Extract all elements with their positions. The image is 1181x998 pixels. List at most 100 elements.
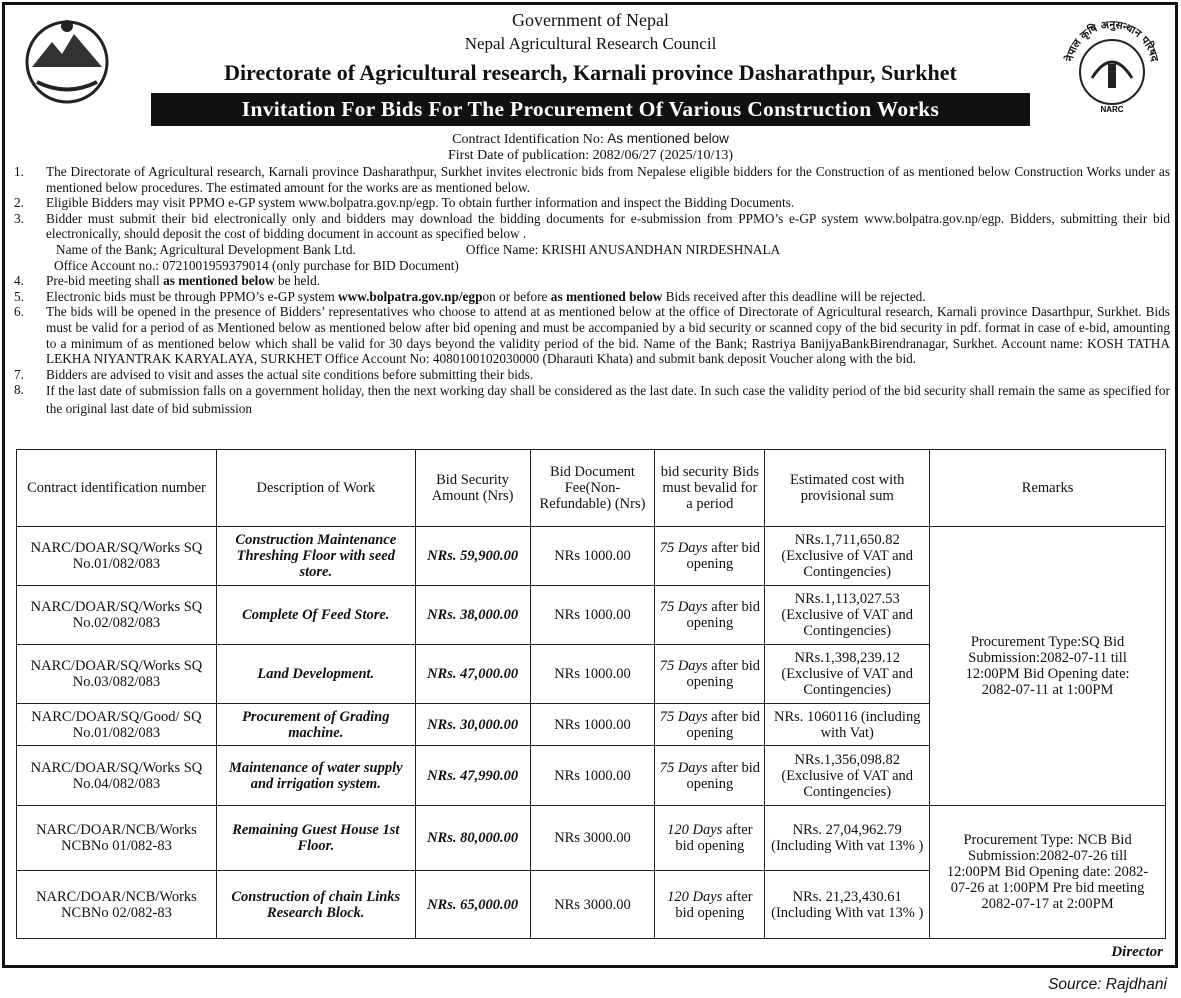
clause-number: 8.: [14, 382, 24, 398]
validity-period: 75 Days after bid opening: [654, 745, 766, 806]
contract-id: NARC/DOAR/NCB/Works NCBNo 01/082-83: [16, 805, 217, 871]
remarks-ncb: Procurement Type: NCB Bid Submission:208…: [929, 805, 1166, 939]
clause-text: If the last date of submission falls on …: [46, 383, 1170, 417]
bid-security: NRs. 47,990.00: [414, 745, 531, 806]
validity-suffix: after bid opening: [686, 759, 760, 792]
narc-logo: नेपाल कृषि अनुसन्धान परिषद NARC: [1062, 19, 1160, 114]
estimated-cost: NRs. 1060116 (including with Vat): [764, 703, 931, 746]
validity-period: 75 Days after bid opening: [654, 585, 766, 645]
work-description: Construction of chain Links Research Blo…: [215, 870, 416, 939]
validity-period: 75 Days after bid opening: [654, 703, 766, 746]
validity-days: 75 Days: [659, 658, 708, 674]
council-title: Nepal Agricultural Research Council: [464, 34, 717, 53]
text: be held.: [274, 273, 321, 289]
notice-frame: [2, 2, 1178, 968]
validity-days: 120 Days: [667, 822, 723, 838]
clause-number: 2.: [14, 195, 24, 211]
table-body: NARC/DOAR/SQ/Works SQ No.01/082/083 Const…: [16, 526, 1166, 939]
validity-suffix: after bid opening: [686, 599, 760, 631]
header-validity: bid security Bids must bevalid for a per…: [654, 449, 766, 527]
bid-security: NRs. 59,900.00: [414, 526, 531, 586]
validity-days: 75 Days: [659, 708, 708, 725]
source-credit: Source: Rajdhani: [1048, 976, 1167, 993]
table-header-row: Contract identification number Descripti…: [16, 449, 1166, 527]
document-fee: NRs 1000.00: [529, 644, 656, 704]
notice-banner: Invitation For Bids For The Procurement …: [151, 93, 1030, 126]
clause-1: 1. The Directorate of Agricultural resear…: [14, 164, 1170, 195]
estimated-cost: NRs.1,356,098.82 (Exclusive of VAT and C…: [764, 745, 931, 806]
bid-security: NRs. 38,000.00: [414, 585, 531, 645]
work-description: Land Development.: [215, 644, 416, 704]
bank-details: Name of the Bank; Agricultural Developme…: [14, 242, 1170, 258]
validity-period: 120 Days after bid opening: [654, 870, 766, 939]
clause-number: 7.: [14, 366, 24, 382]
header-document-fee: Bid Document Fee(Non-Refundable) (Nrs): [529, 449, 656, 527]
contract-id: NARC/DOAR/SQ/Works SQ No.04/082/083: [16, 745, 217, 806]
clause-5: 5. Electronic bids must be through PPMO’s…: [14, 289, 1170, 305]
estimated-cost: NRs.1,711,650.82 (Exclusive of VAT and C…: [764, 526, 931, 586]
nepal-emblem-logo: [25, 20, 109, 104]
table-row: NARC/DOAR/NCB/Works NCBNo 02/082-83 Const…: [16, 870, 1166, 939]
bold-text: as mentioned below: [163, 273, 275, 289]
clause-3: 3. Bidder must submit their bid electroni…: [14, 211, 1170, 242]
remarks-sq: Procurement Type:SQ Bid Submission:2082-…: [929, 526, 1166, 806]
narc-logo-abbr: NARC: [1100, 105, 1123, 114]
validity-period: 75 Days after bid opening: [654, 526, 766, 586]
clause-7: 7. Bidders are advised to visit and asses…: [14, 367, 1170, 383]
bids-table: Contract identification number Descripti…: [16, 449, 1166, 939]
table-row: NARC/DOAR/SQ/Good/ SQ No.01/082/083 Procu…: [16, 703, 1166, 746]
work-description: Procurement of Grading machine.: [215, 703, 416, 746]
contract-id: NARC/DOAR/SQ/Works SQ No.02/082/083: [16, 585, 217, 645]
validity-days: 75 Days: [659, 599, 708, 615]
header-description: Description of Work: [215, 449, 416, 527]
bid-security: NRs. 80,000.00: [414, 805, 531, 871]
bolpatra-link[interactable]: www.bolpatra.gov.np/egp: [338, 288, 483, 304]
document-fee: NRs 1000.00: [529, 526, 656, 586]
validity-suffix: after bid opening: [675, 822, 753, 854]
validity-days: 75 Days: [659, 759, 708, 776]
table-row: NARC/DOAR/SQ/Works SQ No.02/082/083 Compl…: [16, 585, 1166, 645]
document-fee: NRs 1000.00: [529, 745, 656, 806]
header-contract-id: Contract identification number: [16, 449, 217, 527]
notice-clauses: 1. The Directorate of Agricultural resear…: [14, 164, 1170, 418]
bid-security: NRs. 65,000.00: [414, 870, 531, 939]
header-estimated-cost: Estimated cost with provisional sum: [764, 449, 931, 527]
clause-text: Pre-bid meeting shall as mentioned below…: [46, 273, 1170, 289]
validity-suffix: after bid opening: [686, 540, 760, 572]
text: Electronic bids must be through PPMO’s e…: [46, 288, 339, 304]
contract-id: NARC/DOAR/SQ/Works SQ No.01/082/083: [16, 526, 217, 586]
bid-security: NRs. 47,000.00: [414, 644, 531, 704]
table-row: NARC/DOAR/NCB/Works NCBNo 01/082-83 Remai…: [16, 805, 1166, 939]
contract-id-line: Contract Identification No: As mentioned…: [0, 131, 1181, 148]
clause-text: The Directorate of Agricultural research…: [46, 164, 1170, 195]
office-account: Office Account no.: 0721001959379014 (on…: [54, 257, 459, 273]
estimated-cost: NRs.1,113,027.53 (Exclusive of VAT and C…: [764, 585, 931, 645]
document-fee: NRs 3000.00: [529, 870, 656, 939]
validity-suffix: after bid opening: [675, 888, 753, 921]
validity-days: 120 Days: [667, 888, 723, 905]
work-description: Construction Maintenance Threshing Floor…: [215, 526, 416, 586]
work-description: Remaining Guest House 1st Floor.: [215, 805, 416, 871]
bank-name: Name of the Bank; Agricultural Developme…: [56, 241, 356, 257]
contract-id: NARC/DOAR/SQ/Works SQ No.03/082/083: [16, 644, 217, 704]
header-remarks: Remarks: [929, 449, 1166, 527]
text: Pre-bid meeting shall: [46, 273, 164, 289]
bid-security: NRs. 30,000.00: [414, 703, 531, 746]
document-fee: NRs 1000.00: [529, 703, 656, 746]
clause-number: 1.: [14, 164, 24, 179]
directorate-title: Directorate of Agricultural research, Ka…: [224, 60, 957, 85]
document-fee: NRs 1000.00: [529, 585, 656, 645]
contract-label: Contract Identification No:: [452, 132, 608, 147]
signatory: Director: [1111, 944, 1163, 960]
clause-number: 3.: [14, 210, 24, 226]
validity-period: 120 Days after bid opening: [654, 805, 766, 871]
clause-8: 8. If the last date of submission falls o…: [14, 382, 1170, 418]
contract-id: NARC/DOAR/NCB/Works NCBNo 02/082-83: [16, 870, 217, 939]
validity-suffix: after bid opening: [686, 708, 760, 741]
validity-days: 75 Days: [659, 540, 708, 556]
office-name: Office Name: KRISHI ANUSANDHAN NIRDESHNA…: [465, 241, 781, 257]
clause-text: Bidder must submit their bid electronica…: [46, 210, 1170, 242]
clause-text: Electronic bids must be through PPMO’s e…: [46, 289, 1170, 305]
contract-id: NARC/DOAR/SQ/Good/ SQ No.01/082/083: [16, 703, 217, 746]
estimated-cost: NRs.1,398,239.12 (Exclusive of VAT and C…: [764, 644, 931, 704]
